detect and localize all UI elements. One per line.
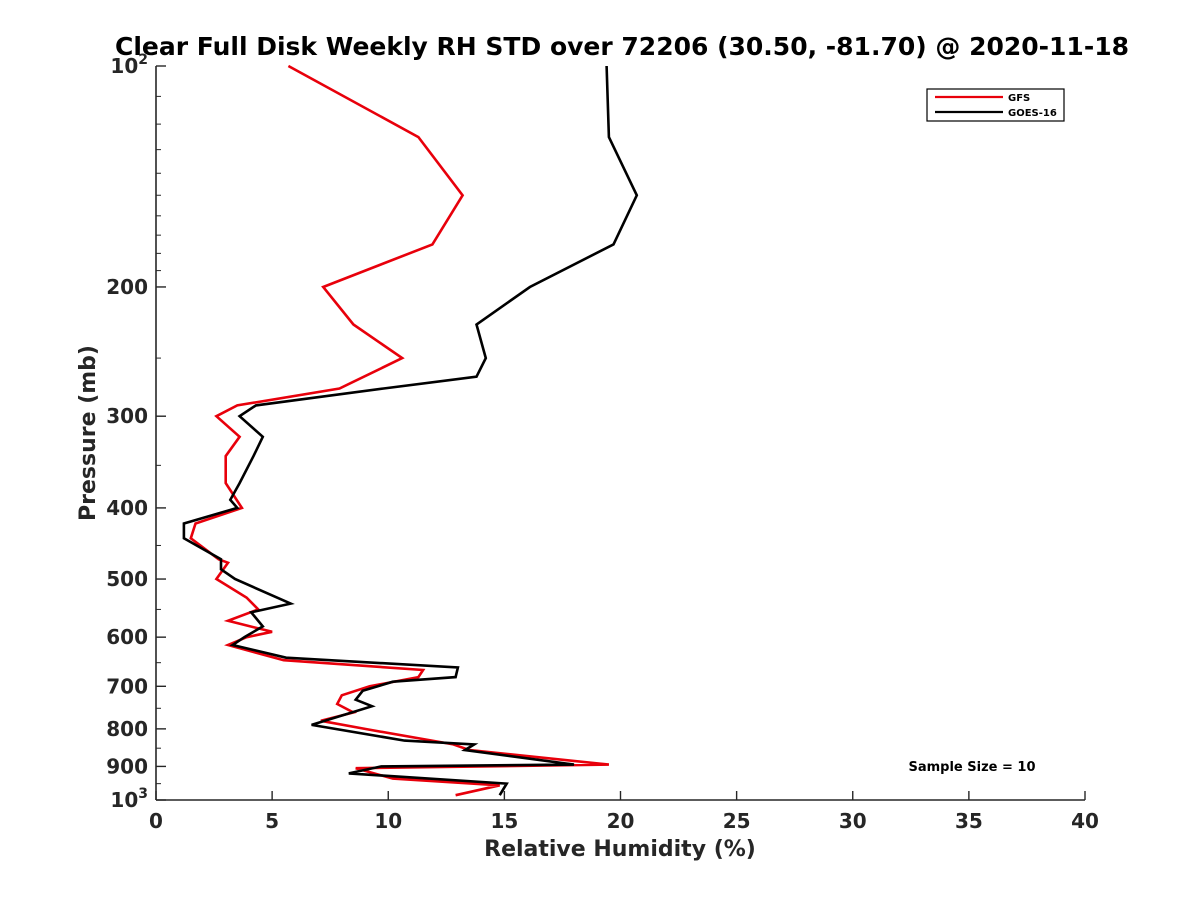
y-tick-label: 400 xyxy=(106,496,148,520)
legend-entry-goes16: GOES-16 xyxy=(1008,108,1057,119)
series-layer xyxy=(182,64,639,797)
axes xyxy=(155,66,1085,801)
x-axis-label: Relative Humidity (%) xyxy=(484,837,756,862)
x-tick-label: 10 xyxy=(374,809,402,833)
legend-box xyxy=(926,88,1065,122)
x-tick-label: 20 xyxy=(607,809,635,833)
y-tick-label: 200 xyxy=(106,275,148,299)
y-tick-label: 500 xyxy=(106,567,148,591)
x-tick-label: 30 xyxy=(839,809,867,833)
y-tick-label: 103 xyxy=(110,786,148,812)
x-tick-label: 25 xyxy=(723,809,751,833)
y-tick-label: 700 xyxy=(106,674,148,698)
y-tick-label: 600 xyxy=(106,625,148,649)
x-tick-label: 15 xyxy=(490,809,518,833)
y-tick-label: 900 xyxy=(106,754,148,778)
x-tick-label: 35 xyxy=(955,809,983,833)
y-axis-label: Pressure (mb) xyxy=(76,345,101,521)
legend: GFS GOES-16 xyxy=(926,88,1065,122)
x-tick-label: 40 xyxy=(1071,809,1099,833)
x-tick-label: 0 xyxy=(149,809,163,833)
series-line-goes16 xyxy=(182,65,639,796)
y-tick-label: 800 xyxy=(106,717,148,741)
y-axis-ticks: 102 200 300 400 500 600 700 800 900 103 xyxy=(106,52,166,812)
x-tick-label: 5 xyxy=(265,809,279,833)
x-axis-ticks: 0 5 10 15 20 25 30 35 40 xyxy=(149,791,1099,833)
series-line-gfs xyxy=(189,64,610,797)
sample-size-annotation: Sample Size = 10 xyxy=(908,760,1035,775)
legend-entry-gfs: GFS xyxy=(1008,93,1030,104)
y-tick-label: 300 xyxy=(106,404,148,428)
chart-title: Clear Full Disk Weekly RH STD over 72206… xyxy=(115,32,1129,61)
y-tick-label: 102 xyxy=(110,52,148,78)
